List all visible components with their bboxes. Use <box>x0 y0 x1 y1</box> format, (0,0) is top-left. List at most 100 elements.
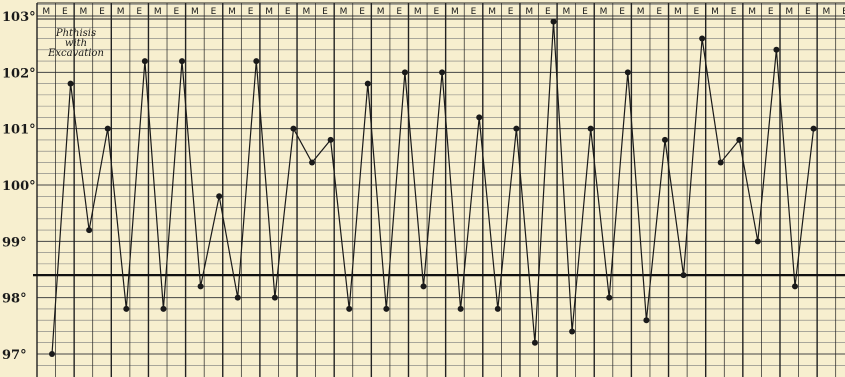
data-point <box>234 294 241 301</box>
x-label-E: E <box>211 7 217 17</box>
data-point <box>699 35 706 42</box>
y-tick-label: 103° <box>2 10 36 25</box>
x-label-M: M <box>711 7 719 17</box>
series-line <box>51 21 815 355</box>
data-point <box>309 159 316 166</box>
data-point <box>439 69 446 76</box>
x-label-E: E <box>359 7 365 17</box>
x-label-M: M <box>228 7 236 17</box>
annotation-line-3: Excavation <box>47 48 104 59</box>
x-label-E: E <box>285 7 291 17</box>
data-point <box>569 328 576 335</box>
data-point <box>736 136 743 143</box>
data-point <box>346 305 353 312</box>
x-label-E: E <box>173 7 179 17</box>
data-point <box>216 193 223 200</box>
y-tick-label: 101° <box>2 123 36 138</box>
y-tick-label: 99° <box>2 235 27 250</box>
x-label-E: E <box>136 7 142 17</box>
y-axis-ticks: 103° 102° 101° 100° 99° 98° 97° <box>2 10 36 363</box>
x-label-E: E <box>434 7 440 17</box>
x-label-M: M <box>785 7 793 17</box>
data-point <box>773 46 780 53</box>
x-label-E: E <box>582 7 588 17</box>
data-point <box>531 339 538 346</box>
data-point <box>680 272 687 279</box>
x-label-E: E <box>62 7 68 17</box>
data-point <box>791 283 798 290</box>
x-label-E: E <box>248 7 254 17</box>
y-tick-label: 98° <box>2 292 27 307</box>
x-label-M: M <box>154 7 162 17</box>
x-label-M: M <box>377 7 385 17</box>
data-point <box>271 294 278 301</box>
x-label-M: M <box>265 7 273 17</box>
annotation-line-2: with <box>65 38 87 49</box>
x-label-M: M <box>600 7 608 17</box>
x-label-M: M <box>525 7 533 17</box>
data-point <box>476 114 483 121</box>
data-point <box>197 283 204 290</box>
data-point <box>587 125 594 132</box>
y-tick-label: 102° <box>2 66 36 81</box>
data-point <box>104 125 111 132</box>
annotation-phthisis: Phthisis with Excavation <box>47 28 104 59</box>
data-point <box>606 294 613 301</box>
data-point <box>717 159 724 166</box>
x-label-M: M <box>191 7 199 17</box>
x-label-M: M <box>748 7 756 17</box>
data-point <box>401 69 408 76</box>
x-label-M: M <box>340 7 348 17</box>
data-point <box>550 18 557 25</box>
x-label-M: M <box>451 7 459 17</box>
data-point <box>661 136 668 143</box>
x-label-M: M <box>637 7 645 17</box>
data-point <box>86 227 93 234</box>
x-label-E: E <box>731 7 737 17</box>
data-point <box>810 125 817 132</box>
data-point <box>179 58 186 65</box>
x-label-M: M <box>414 7 422 17</box>
data-point <box>457 305 464 312</box>
y-tick-label: 100° <box>2 179 36 194</box>
x-label-E: E <box>656 7 662 17</box>
x-label-E: E <box>619 7 625 17</box>
data-point <box>327 136 334 143</box>
data-point <box>364 80 371 87</box>
data-point <box>290 125 297 132</box>
data-point <box>624 69 631 76</box>
x-label-M: M <box>562 7 570 17</box>
data-point <box>253 58 260 65</box>
x-label-E: E <box>768 7 774 17</box>
x-label-E: E <box>471 7 477 17</box>
x-label-M: M <box>302 7 310 17</box>
data-point <box>420 283 427 290</box>
x-label-E: E <box>694 7 700 17</box>
data-point <box>67 80 74 87</box>
data-point <box>383 305 390 312</box>
y-tick-label: 97° <box>2 348 27 363</box>
data-point <box>494 305 501 312</box>
x-label-E: E <box>508 7 514 17</box>
data-point <box>513 125 520 132</box>
x-label-E: E <box>842 7 845 17</box>
data-point <box>141 58 148 65</box>
x-label-M: M <box>42 7 50 17</box>
data-point <box>643 317 650 324</box>
x-label-M: M <box>117 7 125 17</box>
data-point <box>160 305 167 312</box>
series-temperature <box>49 18 817 357</box>
x-label-M: M <box>674 7 682 17</box>
data-point <box>49 351 55 357</box>
data-point <box>754 238 761 245</box>
data-point <box>123 305 130 312</box>
x-label-M: M <box>488 7 496 17</box>
annotation-line-1: Phthisis <box>55 28 96 39</box>
x-label-M: M <box>80 7 88 17</box>
x-label-E: E <box>99 7 105 17</box>
x-label-E: E <box>396 7 402 17</box>
x-label-E: E <box>545 7 551 17</box>
